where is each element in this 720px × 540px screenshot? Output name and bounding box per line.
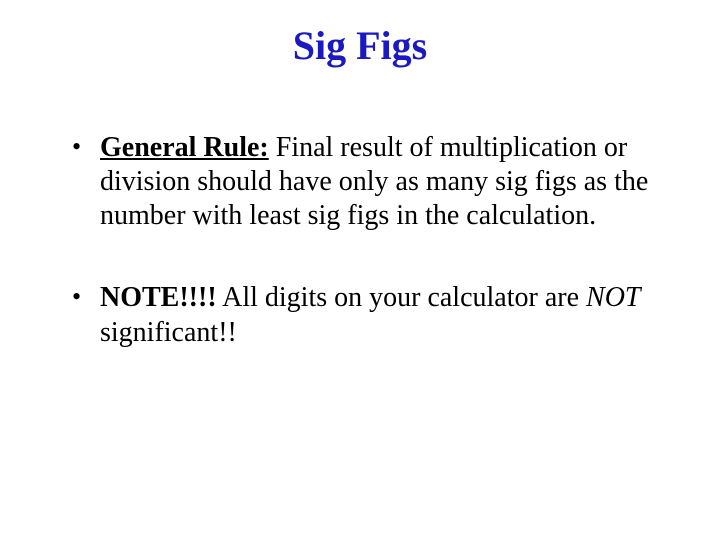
bullet-item: NOTE!!!! All digits on your calculator a…	[100, 281, 660, 349]
bullet-text: All digits on your calculator are	[217, 282, 586, 313]
slide-title: Sig Figs	[60, 22, 660, 69]
bullet-text: significant!!	[100, 317, 237, 348]
bullet-emph: NOT	[586, 282, 640, 313]
bullet-lead: NOTE!!!!	[100, 282, 217, 313]
bullet-lead: General Rule:	[100, 132, 269, 163]
bullet-list: General Rule: Final result of multiplica…	[60, 131, 660, 350]
slide: Sig Figs General Rule: Final result of m…	[0, 0, 720, 540]
bullet-item: General Rule: Final result of multiplica…	[100, 131, 660, 233]
